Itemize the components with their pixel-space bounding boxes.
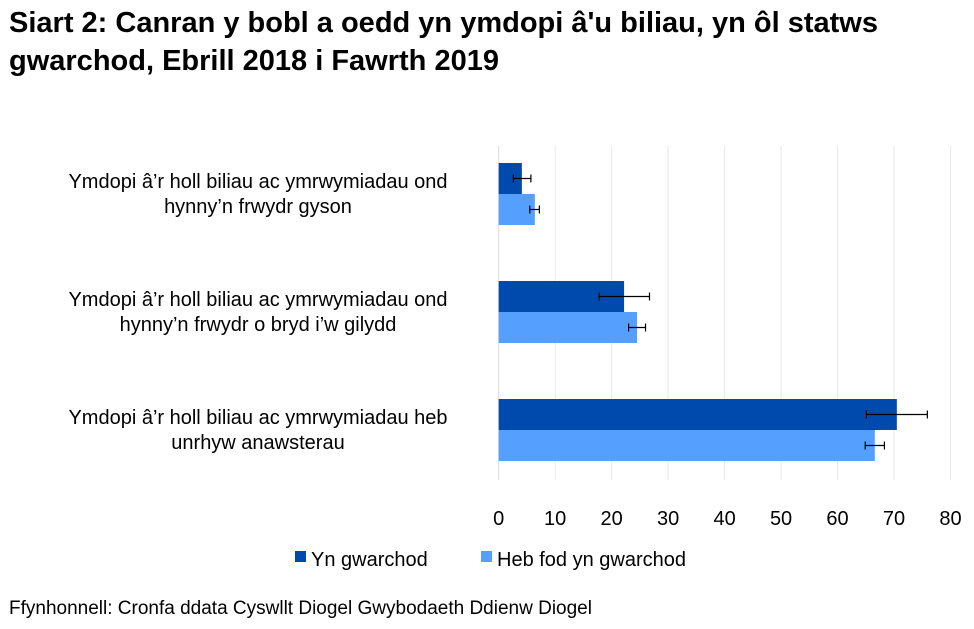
x-tick-label: 70: [883, 508, 905, 530]
bar: [498, 312, 638, 343]
category-label: Ymdopi â’r holl biliau ac ymrwymiadau on…: [68, 289, 447, 336]
bar: [498, 194, 535, 225]
bar: [498, 163, 522, 194]
x-tick-label: 30: [657, 508, 679, 530]
chart-title: Siart 2: Canran y bobl a oedd yn ymdopi …: [9, 7, 878, 77]
bar: [498, 430, 875, 461]
x-tick-label: 60: [826, 508, 848, 530]
x-tick-label: 40: [713, 508, 735, 530]
x-tick-label: 10: [544, 508, 566, 530]
category-label: Ymdopi â’r holl biliau ac ymrwymiadau he…: [68, 407, 447, 454]
category-label: Ymdopi â’r holl biliau ac ymrwymiadau on…: [68, 171, 447, 218]
legend-label: Heb fod yn gwarchod: [497, 549, 686, 571]
legend-swatch: [481, 551, 492, 562]
x-tick-label: 50: [770, 508, 792, 530]
x-tick-label: 20: [601, 508, 623, 530]
source-note: Ffynhonnell: Cronfa ddata Cyswllt Diogel…: [9, 598, 592, 619]
legend-swatch: [295, 551, 306, 562]
legend-label: Yn gwarchod: [311, 549, 428, 571]
x-tick-label: 80: [939, 508, 961, 530]
x-tick-label: 0: [493, 508, 504, 530]
bar: [498, 399, 897, 430]
